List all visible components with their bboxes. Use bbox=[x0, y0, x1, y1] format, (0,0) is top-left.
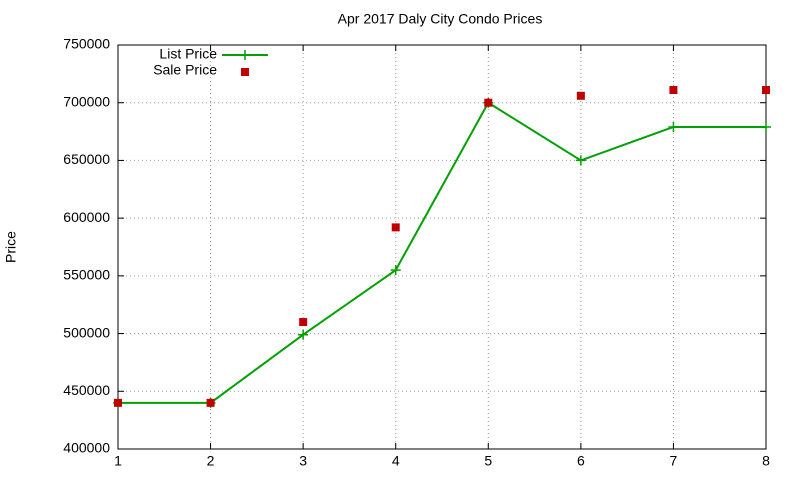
y-axis-label: Price bbox=[3, 231, 19, 263]
y-tick-label: 700000 bbox=[63, 93, 110, 109]
plot-frame bbox=[117, 44, 767, 450]
point-marker bbox=[390, 265, 401, 276]
point-marker bbox=[576, 91, 585, 100]
point-marker bbox=[484, 98, 493, 107]
legend-label: List Price bbox=[159, 46, 217, 62]
point-marker bbox=[114, 398, 122, 407]
chart-title: Apr 2017 Daly City Condo Prices bbox=[338, 11, 543, 27]
legend-swatch bbox=[240, 50, 250, 60]
point-marker bbox=[762, 86, 770, 95]
x-tick-label: 8 bbox=[762, 453, 770, 469]
y-tick-label: 750000 bbox=[63, 36, 110, 52]
point-marker bbox=[391, 223, 400, 232]
y-tick-label: 500000 bbox=[63, 324, 110, 340]
point-marker bbox=[761, 121, 771, 132]
y-tick-label: 650000 bbox=[63, 151, 110, 167]
point-marker bbox=[298, 329, 309, 340]
legend-swatch bbox=[241, 68, 249, 76]
x-tick-label: 5 bbox=[484, 453, 492, 469]
x-tick-label: 6 bbox=[577, 453, 585, 469]
point-marker bbox=[206, 398, 215, 407]
x-tick-label: 2 bbox=[207, 453, 215, 469]
series-line bbox=[118, 101, 766, 404]
x-tick-label: 3 bbox=[299, 453, 307, 469]
y-tick-label: 550000 bbox=[63, 267, 110, 283]
y-tick-label: 400000 bbox=[63, 440, 110, 456]
y-tick-label: 600000 bbox=[63, 209, 110, 225]
point-marker bbox=[668, 121, 679, 132]
legend-label: Sale Price bbox=[153, 62, 217, 78]
x-tick-label: 4 bbox=[392, 453, 400, 469]
x-tick-label: 7 bbox=[670, 453, 678, 469]
x-tick-label: 1 bbox=[114, 453, 122, 469]
y-tick-label: 450000 bbox=[63, 382, 110, 398]
point-marker bbox=[669, 86, 678, 95]
point-marker bbox=[299, 318, 308, 327]
point-marker bbox=[575, 155, 586, 166]
